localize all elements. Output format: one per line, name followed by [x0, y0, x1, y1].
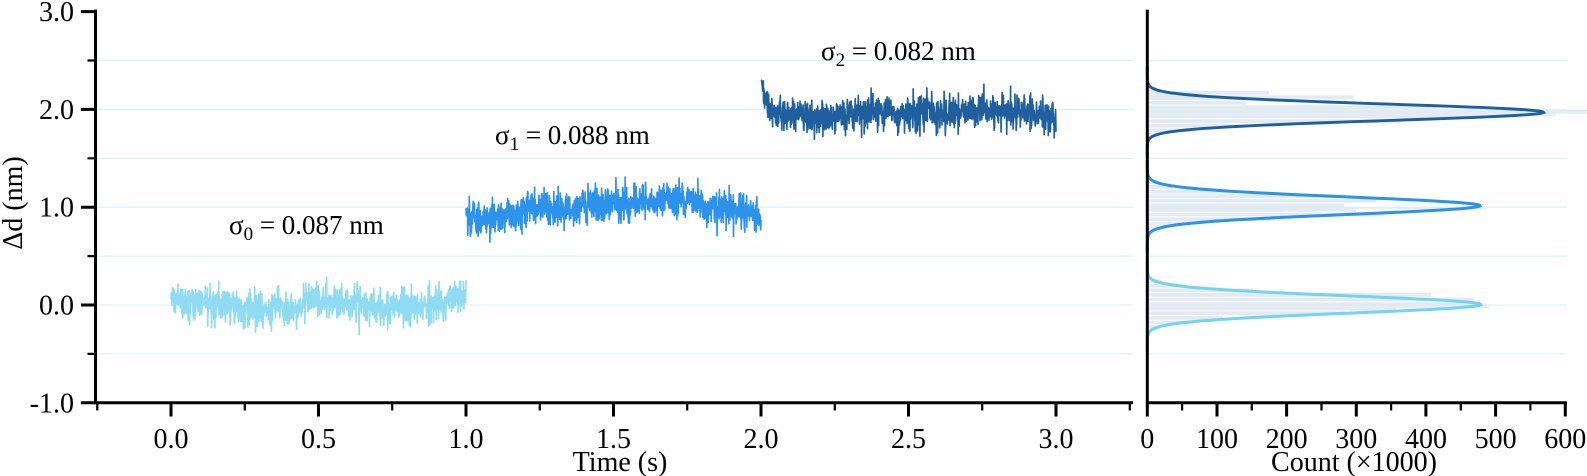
svg-text:0.5: 0.5	[301, 424, 336, 455]
svg-text:2.5: 2.5	[891, 424, 926, 455]
svg-text:1.0: 1.0	[39, 193, 74, 224]
svg-text:Δd (nm): Δd (nm)	[0, 156, 29, 249]
svg-text:0.0: 0.0	[39, 291, 74, 322]
svg-text:3.0: 3.0	[39, 0, 74, 28]
svg-text:400: 400	[1405, 424, 1447, 455]
svg-text:2.0: 2.0	[744, 424, 779, 455]
svg-text:σ1 = 0.088 nm: σ1 = 0.088 nm	[495, 120, 650, 155]
svg-text:1.5: 1.5	[596, 424, 631, 455]
svg-text:0.0: 0.0	[154, 424, 189, 455]
svg-text:σ0 = 0.087 nm: σ0 = 0.087 nm	[229, 210, 384, 245]
svg-text:200: 200	[1266, 424, 1308, 455]
svg-text:600: 600	[1544, 424, 1586, 455]
svg-text:3.0: 3.0	[1039, 424, 1074, 455]
svg-text:100: 100	[1196, 424, 1238, 455]
svg-text:σ2 = 0.082 nm: σ2 = 0.082 nm	[821, 36, 976, 71]
svg-text:2.0: 2.0	[39, 95, 74, 126]
svg-text:300: 300	[1335, 424, 1377, 455]
svg-text:0: 0	[1140, 424, 1154, 455]
svg-text:500: 500	[1475, 424, 1517, 455]
svg-text:Count (×1000): Count (×1000)	[1271, 447, 1437, 476]
svg-text:-1.0: -1.0	[30, 388, 74, 419]
svg-text:1.0: 1.0	[449, 424, 484, 455]
svg-text:Time (s): Time (s)	[573, 447, 668, 476]
